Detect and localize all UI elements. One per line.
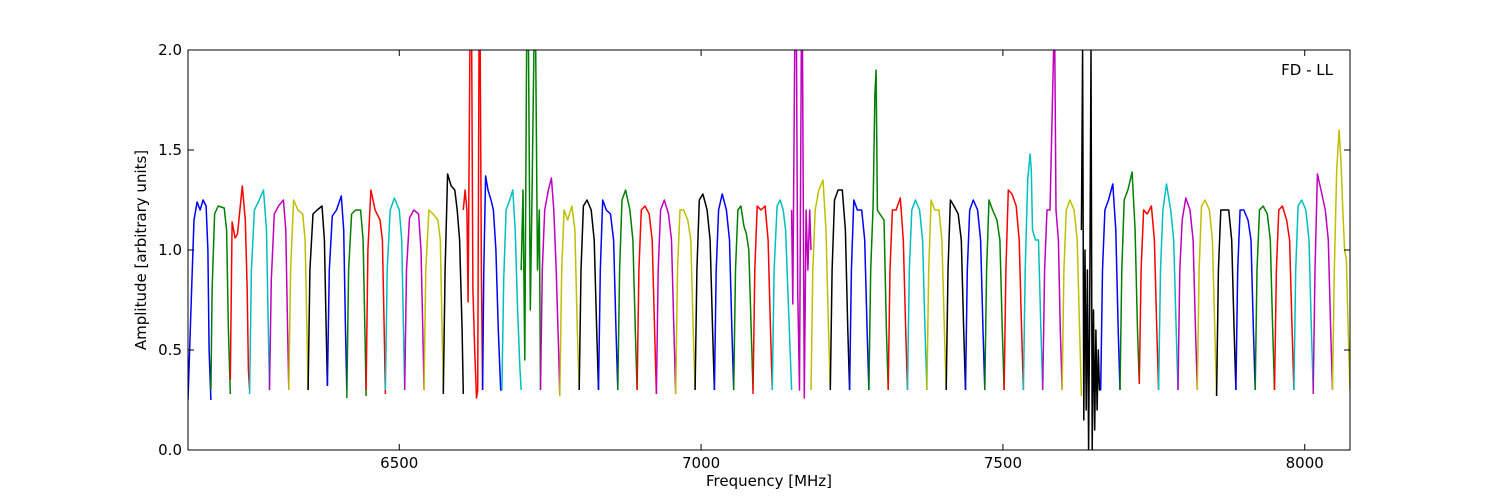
series-line-33	[829, 189, 851, 391]
y-tick-label: 1.5	[158, 141, 182, 159]
series-line-0	[188, 199, 212, 401]
series-line-4	[268, 199, 290, 391]
series-line-15	[481, 175, 502, 391]
x-tick-label: 8000	[1286, 454, 1324, 472]
series-line-42	[1003, 189, 1025, 391]
series-line-27	[713, 193, 735, 391]
series-line-2	[229, 185, 251, 391]
series-line-14	[462, 50, 484, 399]
series-line-16	[501, 189, 522, 391]
series-line-19	[559, 205, 580, 397]
series-line-21	[597, 199, 619, 391]
series-line-48	[1119, 171, 1141, 391]
series-line-35	[868, 69, 889, 391]
tick-layer: 6500 7000 7500 8000 0.0 0.5 1.0 1.5 2.0	[158, 41, 1350, 472]
series-line-58	[1312, 173, 1334, 395]
x-tick-label: 7500	[984, 454, 1022, 472]
series-line-6	[307, 205, 329, 391]
series-line-29	[752, 205, 774, 395]
series-line-44	[1041, 50, 1063, 391]
series-line-46	[1080, 50, 1101, 450]
series-line-25	[674, 209, 696, 395]
series-line-54	[1235, 209, 1256, 391]
series-line-10	[384, 197, 406, 391]
series-layer	[188, 50, 1350, 450]
series-line-59	[1331, 129, 1350, 391]
series-line-30	[771, 199, 793, 391]
series-line-57	[1293, 199, 1314, 391]
series-line-3	[248, 189, 271, 395]
series-line-7	[326, 195, 348, 391]
series-line-23	[636, 205, 658, 395]
series-line-12	[423, 209, 445, 391]
series-line-22	[617, 189, 638, 391]
y-tick-label: 0.0	[158, 441, 182, 459]
x-tick-label: 7000	[682, 454, 720, 472]
series-line-41	[984, 199, 1005, 391]
series-line-8	[346, 209, 367, 399]
series-line-1	[210, 205, 232, 395]
series-line-53	[1215, 209, 1237, 397]
series-line-49	[1138, 205, 1160, 391]
y-axis-title: Amplitude [arbitrary units]	[132, 150, 150, 350]
series-line-31	[790, 50, 812, 399]
series-line-51	[1177, 197, 1199, 391]
series-line-26	[694, 193, 716, 391]
y-tick-label: 2.0	[158, 41, 182, 59]
plot-area: 6500 7000 7500 8000 0.0 0.5 1.0 1.5 2.0	[158, 41, 1351, 472]
series-line-17	[520, 50, 542, 391]
series-line-52	[1196, 199, 1218, 397]
series-line-39	[945, 199, 967, 391]
series-line-13	[442, 173, 465, 395]
y-tick-label: 0.5	[158, 341, 182, 359]
series-line-45	[1061, 199, 1083, 397]
series-line-20	[578, 199, 600, 391]
series-line-55	[1254, 205, 1276, 391]
series-line-32	[810, 179, 832, 391]
series-line-43	[1022, 153, 1044, 391]
series-line-40	[964, 199, 986, 391]
panel-annotation: FD - LL	[1281, 61, 1333, 79]
series-line-34	[848, 199, 870, 391]
series-line-11	[403, 209, 425, 391]
y-tick-label: 1.0	[158, 241, 182, 259]
series-line-36	[887, 197, 909, 391]
series-line-5	[288, 199, 309, 391]
series-line-37	[906, 199, 928, 391]
series-line-9	[365, 189, 387, 395]
series-line-24	[655, 199, 677, 395]
x-axis-title: Frequency [MHz]	[706, 472, 832, 490]
series-line-47	[1099, 183, 1121, 391]
series-line-56	[1273, 205, 1295, 391]
series-line-18	[539, 177, 561, 397]
series-line-50	[1157, 183, 1179, 391]
series-line-38	[926, 199, 947, 391]
series-line-28	[732, 205, 754, 391]
x-tick-label: 6500	[380, 454, 418, 472]
